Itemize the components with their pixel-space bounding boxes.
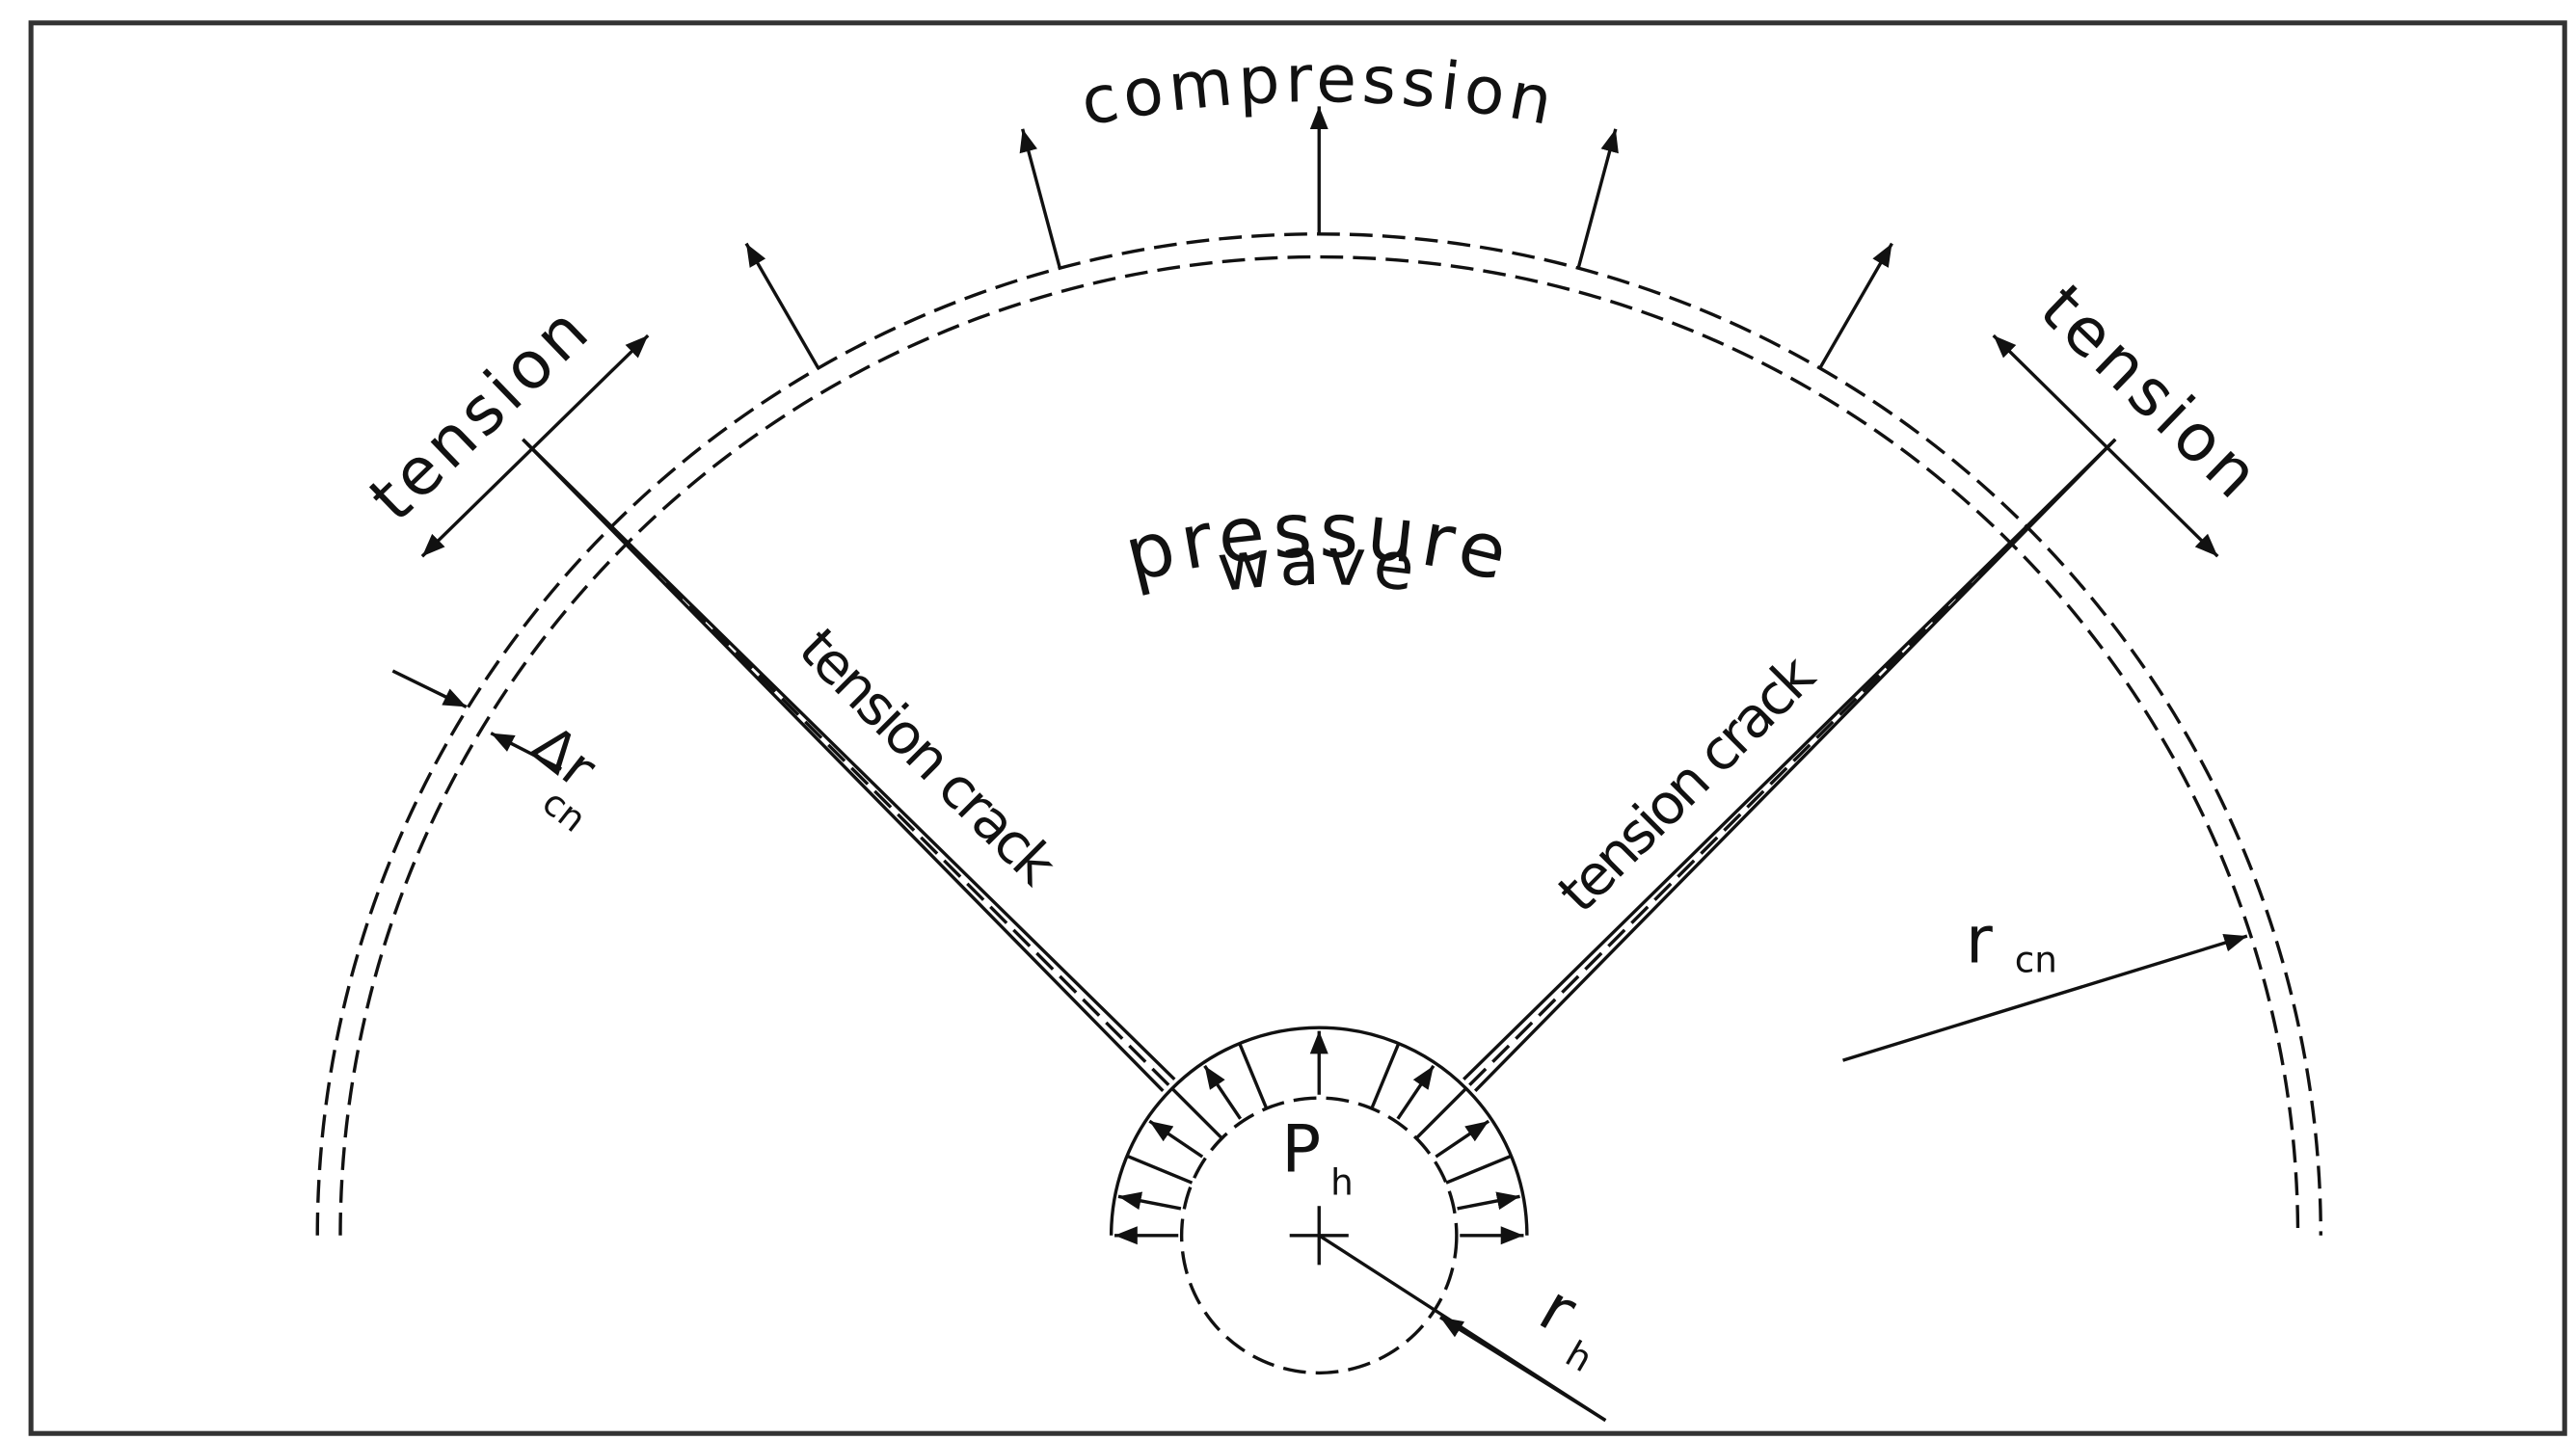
delta-arrow: [490, 732, 562, 771]
ring-divider: [1445, 1154, 1513, 1185]
hole-ring: [1109, 1026, 1529, 1236]
wave-label: wave: [1214, 524, 1425, 608]
p-h: P: [1281, 1112, 1321, 1188]
inner-arc: [338, 254, 2300, 1236]
ring-divider: [1170, 1087, 1223, 1140]
pressure-arrow: [1457, 1191, 1520, 1211]
pressure-arrow: [1396, 1064, 1436, 1120]
geometry: [315, 106, 2322, 1423]
ring-divider: [1126, 1154, 1194, 1185]
radius-arrow: [1842, 934, 2248, 1062]
r-cn-sub: cn: [2015, 938, 2057, 980]
pressure-arrow: [1435, 1119, 1490, 1159]
p-h-sub: h: [1330, 1160, 1354, 1203]
pressure-arrow: [1117, 1191, 1182, 1211]
compression-arrow: [1576, 128, 1619, 269]
compression-arrow: [1818, 242, 1893, 369]
tension-arrow: [1992, 333, 2219, 558]
compression-arrow: [1019, 128, 1061, 269]
pressure-arrow: [1148, 1119, 1204, 1159]
pressure-arrow: [1203, 1064, 1243, 1120]
r-cn: r: [1966, 902, 1993, 978]
ring-divider: [1238, 1042, 1269, 1109]
delta-arrow: [391, 669, 468, 708]
hole: [1179, 1096, 1459, 1375]
ring-divider: [1414, 1087, 1467, 1140]
compression-arrow: [744, 242, 820, 369]
radius-arrow: [1438, 1316, 1607, 1423]
tension-arrow: [420, 333, 650, 558]
ring-divider: [1370, 1042, 1401, 1109]
